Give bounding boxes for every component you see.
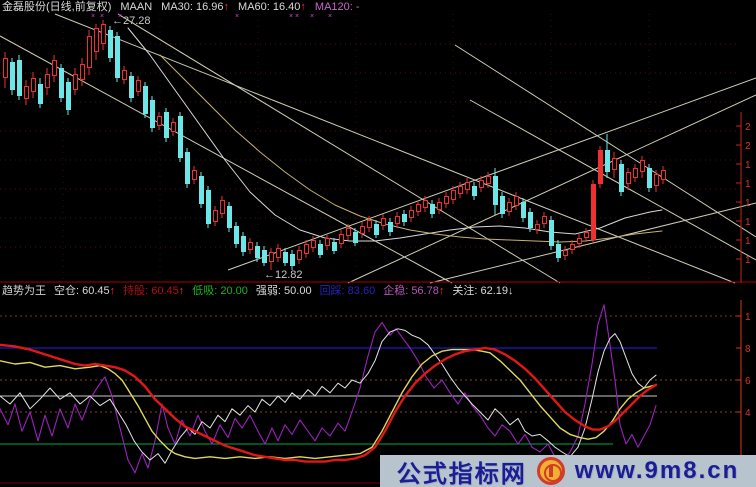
- svg-text:2: 2: [745, 122, 751, 133]
- svg-text:×: ×: [295, 13, 299, 20]
- main-indicator-name: MAAN: [120, 1, 153, 13]
- up-arrow-icon: ↑: [438, 285, 445, 297]
- up-arrow-icon: ↑: [178, 285, 185, 297]
- ind-field-2[interactable]: 低吸: 20.00: [192, 285, 248, 297]
- ma30-value[interactable]: MA30: 16.96↑: [161, 1, 230, 13]
- up-arrow-icon: ↑: [109, 285, 116, 297]
- high-price-annotation: ←27.28: [112, 15, 151, 27]
- ind-field-4[interactable]: 回踩: 83.60: [319, 285, 376, 297]
- svg-text:1: 1: [745, 198, 751, 209]
- ind-field-1[interactable]: 持股: 60.45↑: [123, 285, 185, 297]
- svg-text:×: ×: [100, 13, 104, 20]
- ind-field-6[interactable]: 关注: 62.19↓: [452, 285, 514, 297]
- ind-field-3[interactable]: 强弱: 50.00: [255, 285, 312, 297]
- svg-text:4: 4: [745, 408, 751, 419]
- svg-text:1: 1: [745, 179, 751, 190]
- watermark-url[interactable]: www.9m8.cn: [574, 457, 740, 484]
- svg-text:×: ×: [118, 13, 122, 20]
- svg-text:1: 1: [745, 236, 751, 247]
- ma60-up-arrow-icon: ↑: [300, 1, 306, 13]
- indicator-name[interactable]: 趋势为王: [2, 285, 46, 297]
- watermark-bar: 公式指标网 www.9m8.cn: [380, 455, 756, 487]
- coin-logo-icon: [536, 457, 565, 485]
- svg-text:×: ×: [289, 13, 293, 20]
- svg-text:1: 1: [745, 160, 751, 171]
- svg-text:1: 1: [745, 217, 751, 228]
- svg-text:1: 1: [745, 312, 751, 323]
- low-price-annotation: ←12.82: [264, 269, 303, 281]
- svg-text:×: ×: [235, 13, 239, 20]
- svg-text:×: ×: [310, 13, 314, 20]
- svg-text:×: ×: [328, 13, 332, 20]
- title-bar: 金磊股份(日线,前复权) MAAN MA30: 16.96↑ MA60: 16.…: [2, 1, 360, 14]
- ma60-value[interactable]: MA60: 16.40↑: [238, 1, 306, 13]
- down-arrow-icon: ↓: [507, 285, 514, 297]
- watermark-site-name: 公式指标网: [396, 460, 527, 487]
- ind-field-5[interactable]: 企稳: 56.78↑: [383, 285, 445, 297]
- svg-text:6: 6: [745, 376, 751, 387]
- stock-title: 金磊股份(日线,前复权): [2, 1, 112, 13]
- svg-text:2: 2: [745, 141, 751, 152]
- ma30-up-arrow-icon: ↑: [223, 1, 230, 13]
- svg-text:8: 8: [745, 344, 751, 355]
- ind-field-0[interactable]: 空仓: 60.45↑: [54, 285, 116, 297]
- indicator-header: 趋势为王 空仓: 60.45↑ 持股: 60.45↑ 低吸: 20.00 强弱:…: [2, 285, 513, 299]
- svg-text:1: 1: [745, 255, 751, 266]
- ma120-value[interactable]: MA120: -: [314, 1, 360, 13]
- svg-text:×: ×: [91, 13, 95, 20]
